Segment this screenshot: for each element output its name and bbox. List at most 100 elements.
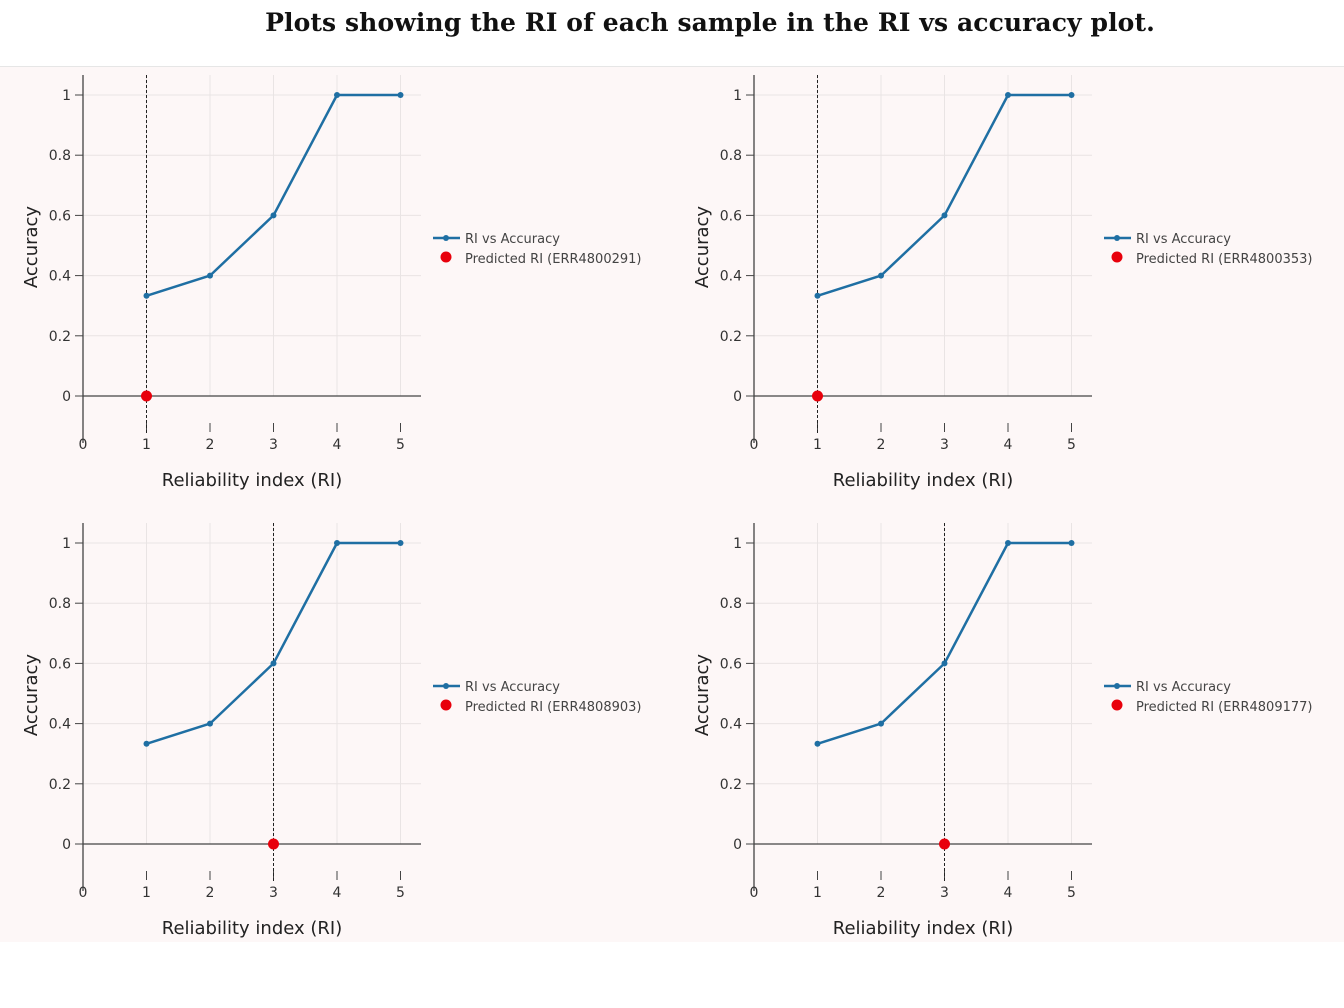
data-point <box>814 292 821 299</box>
data-point <box>1005 540 1011 546</box>
y-tick-label: 0.4 <box>720 717 742 733</box>
predicted-ri-marker <box>812 390 823 402</box>
x-tick-label: 4 <box>1004 885 1013 901</box>
chart-2: 0 0.2 0.4 0.6 0.8 1 0 1 2 3 4 5 Reliability index (R… <box>692 75 1312 491</box>
x-tick-label: 1 <box>813 437 822 453</box>
y-tick-label: 0.8 <box>49 148 71 164</box>
x-tick-label: 3 <box>940 437 949 453</box>
y-axis-label: Accuracy <box>21 206 42 289</box>
x-axis-label: Reliability index (RI) <box>162 470 343 491</box>
data-point <box>397 92 404 98</box>
y-tick-label: 1 <box>62 88 71 104</box>
data-point <box>941 660 948 667</box>
data-point <box>878 272 884 279</box>
x-tick-label: 0 <box>79 885 88 901</box>
chart-4: 0 0.2 0.4 0.6 0.8 1 0 1 2 3 4 5 Reliability index (R… <box>692 523 1312 939</box>
y-tick-label: 0.4 <box>49 269 71 285</box>
legend-label-ri-vs-accuracy: RI vs Accuracy <box>465 232 560 247</box>
y-tick-label: 0.2 <box>720 777 742 793</box>
x-axis-label: Reliability index (RI) <box>833 918 1014 939</box>
y-tick-label: 0 <box>733 389 742 405</box>
x-tick-label: 0 <box>79 437 88 453</box>
legend-line-marker <box>1114 235 1120 241</box>
x-tick-label: 5 <box>1067 437 1076 453</box>
x-tick-label: 4 <box>333 437 342 453</box>
y-tick-label: 1 <box>733 88 742 104</box>
data-point <box>814 740 821 747</box>
legend: RI vs Accuracy Predicted RI (ERR4800353) <box>1104 232 1312 267</box>
x-tick-label: 1 <box>142 885 151 901</box>
x-tick-label: 1 <box>142 437 151 453</box>
y-tick-label: 0 <box>62 389 71 405</box>
data-point <box>270 212 277 219</box>
title-divider <box>0 66 1344 67</box>
x-tick-label: 3 <box>940 885 949 901</box>
data-point <box>334 540 340 546</box>
predicted-ri-marker <box>268 838 279 850</box>
y-tick-label: 0.6 <box>49 656 71 672</box>
x-tick-label: 4 <box>333 885 342 901</box>
legend-label-ri-vs-accuracy: RI vs Accuracy <box>1136 232 1231 247</box>
x-tick-label: 0 <box>750 885 759 901</box>
data-point <box>334 92 340 98</box>
y-tick-label: 0.6 <box>49 208 71 224</box>
x-tick-label: 4 <box>1004 437 1013 453</box>
y-tick-label: 0.6 <box>720 208 742 224</box>
legend: RI vs Accuracy Predicted RI (ERR4809177) <box>1104 680 1312 715</box>
x-tick-label: 5 <box>396 437 405 453</box>
legend-predicted-marker <box>1111 699 1123 711</box>
legend: RI vs Accuracy Predicted RI (ERR4808903) <box>433 680 641 715</box>
y-tick-label: 0.2 <box>49 777 71 793</box>
data-point <box>143 740 150 747</box>
legend-line-marker <box>443 235 449 241</box>
x-axis-label: Reliability index (RI) <box>833 470 1014 491</box>
predicted-ri-marker <box>141 390 152 402</box>
y-tick-label: 0.4 <box>720 269 742 285</box>
data-point <box>878 720 884 727</box>
data-point <box>1068 540 1075 546</box>
y-tick-label: 0.2 <box>49 329 71 345</box>
y-axis-label: Accuracy <box>692 654 713 737</box>
x-tick-label: 2 <box>206 437 215 453</box>
x-tick-label: 2 <box>877 437 886 453</box>
legend-predicted-marker <box>440 699 452 711</box>
y-tick-label: 0 <box>733 837 742 853</box>
y-tick-label: 0.4 <box>49 717 71 733</box>
legend-label-predicted-ri: Predicted RI (ERR4809177) <box>1136 700 1312 715</box>
legend-line-marker <box>443 683 449 689</box>
x-axis-label: Reliability index (RI) <box>162 918 343 939</box>
data-point <box>207 272 213 279</box>
gridlines <box>754 75 1092 396</box>
data-point <box>270 660 277 667</box>
page-title: Plots showing the RI of each sample in t… <box>265 8 1155 37</box>
y-tick-label: 0.8 <box>720 148 742 164</box>
legend-label-predicted-ri: Predicted RI (ERR4808903) <box>465 700 641 715</box>
x-tick-label: 2 <box>877 885 886 901</box>
predicted-ri-marker <box>939 838 950 850</box>
gridlines <box>754 523 1092 844</box>
legend-label-predicted-ri: Predicted RI (ERR4800353) <box>1136 252 1312 267</box>
legend-line-marker <box>1114 683 1120 689</box>
legend-predicted-marker <box>1111 251 1123 263</box>
y-tick-label: 0 <box>62 837 71 853</box>
y-axis-label: Accuracy <box>21 654 42 737</box>
x-tick-label: 5 <box>396 885 405 901</box>
data-point <box>207 720 213 727</box>
y-tick-label: 1 <box>62 536 71 552</box>
legend-label-ri-vs-accuracy: RI vs Accuracy <box>465 680 560 695</box>
legend-predicted-marker <box>440 251 452 263</box>
data-point <box>143 292 150 299</box>
plot-area <box>0 67 1344 942</box>
data-point <box>1005 92 1011 98</box>
x-tick-label: 5 <box>1067 885 1076 901</box>
x-tick-label: 3 <box>269 885 278 901</box>
x-tick-label: 2 <box>206 885 215 901</box>
data-point <box>397 540 404 546</box>
y-tick-label: 1 <box>733 536 742 552</box>
y-tick-label: 0.8 <box>49 596 71 612</box>
y-tick-label: 0.2 <box>720 329 742 345</box>
y-axis-label: Accuracy <box>692 206 713 289</box>
legend: RI vs Accuracy Predicted RI (ERR4800291) <box>433 232 641 267</box>
chart-3: 0 0.2 0.4 0.6 0.8 1 0 1 2 3 4 5 Reliability index (R… <box>21 523 641 939</box>
x-tick-label: 3 <box>269 437 278 453</box>
